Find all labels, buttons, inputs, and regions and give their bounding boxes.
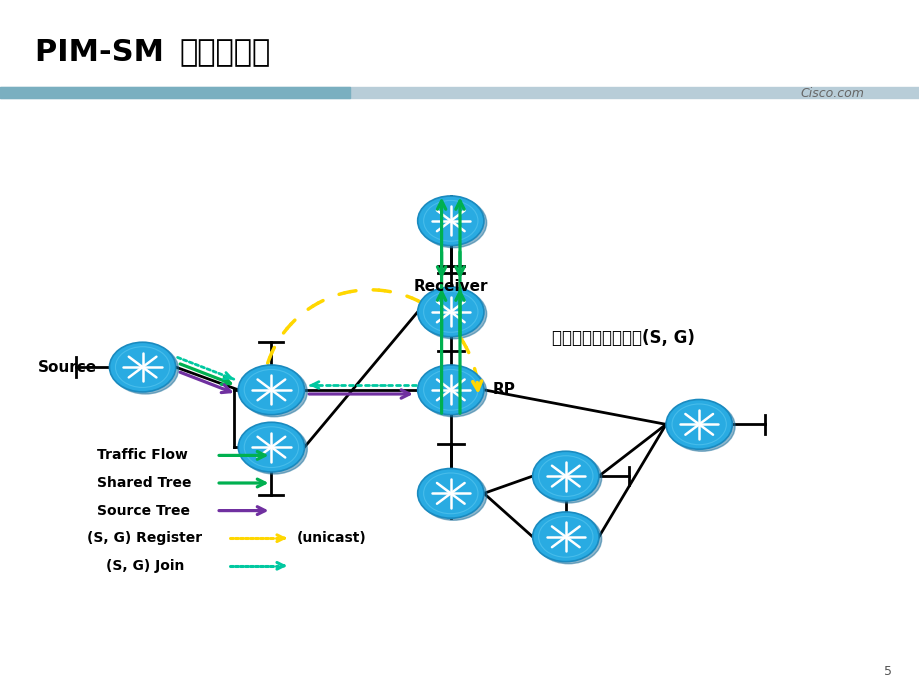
- Circle shape: [417, 196, 483, 246]
- Text: (S, G) Register: (S, G) Register: [87, 531, 202, 545]
- Circle shape: [112, 344, 178, 394]
- Circle shape: [420, 198, 486, 248]
- Bar: [0, 87, 919, 98]
- Text: 5: 5: [883, 664, 891, 678]
- Text: Source: Source: [38, 359, 96, 375]
- Circle shape: [238, 422, 304, 472]
- Circle shape: [241, 367, 307, 417]
- Circle shape: [417, 287, 483, 337]
- Circle shape: [535, 514, 601, 564]
- Circle shape: [532, 512, 598, 562]
- Circle shape: [238, 365, 304, 415]
- Text: (unicast): (unicast): [297, 531, 367, 545]
- Circle shape: [420, 367, 486, 417]
- Text: (S, G) Join: (S, G) Join: [106, 559, 184, 573]
- Circle shape: [417, 365, 483, 415]
- Text: Receiver: Receiver: [414, 279, 487, 295]
- Bar: [0, 87, 349, 98]
- Circle shape: [109, 342, 176, 392]
- Circle shape: [535, 453, 601, 503]
- Text: Source Tree: Source Tree: [96, 504, 189, 518]
- Text: 源进行注册: 源进行注册: [179, 38, 270, 67]
- Text: PIM-SM: PIM-SM: [35, 38, 175, 67]
- Text: Shared Tree: Shared Tree: [96, 476, 191, 490]
- Circle shape: [420, 471, 486, 520]
- Text: Traffic Flow: Traffic Flow: [96, 448, 187, 462]
- Circle shape: [665, 400, 732, 449]
- Circle shape: [241, 424, 307, 474]
- Circle shape: [417, 469, 483, 518]
- Text: Cisco.com: Cisco.com: [800, 88, 864, 100]
- Circle shape: [532, 451, 598, 501]
- Text: 基于源的树沿途产生(S, G): 基于源的树沿途产生(S, G): [551, 329, 694, 347]
- Circle shape: [420, 289, 486, 339]
- Circle shape: [668, 402, 734, 451]
- Text: RP: RP: [492, 382, 515, 397]
